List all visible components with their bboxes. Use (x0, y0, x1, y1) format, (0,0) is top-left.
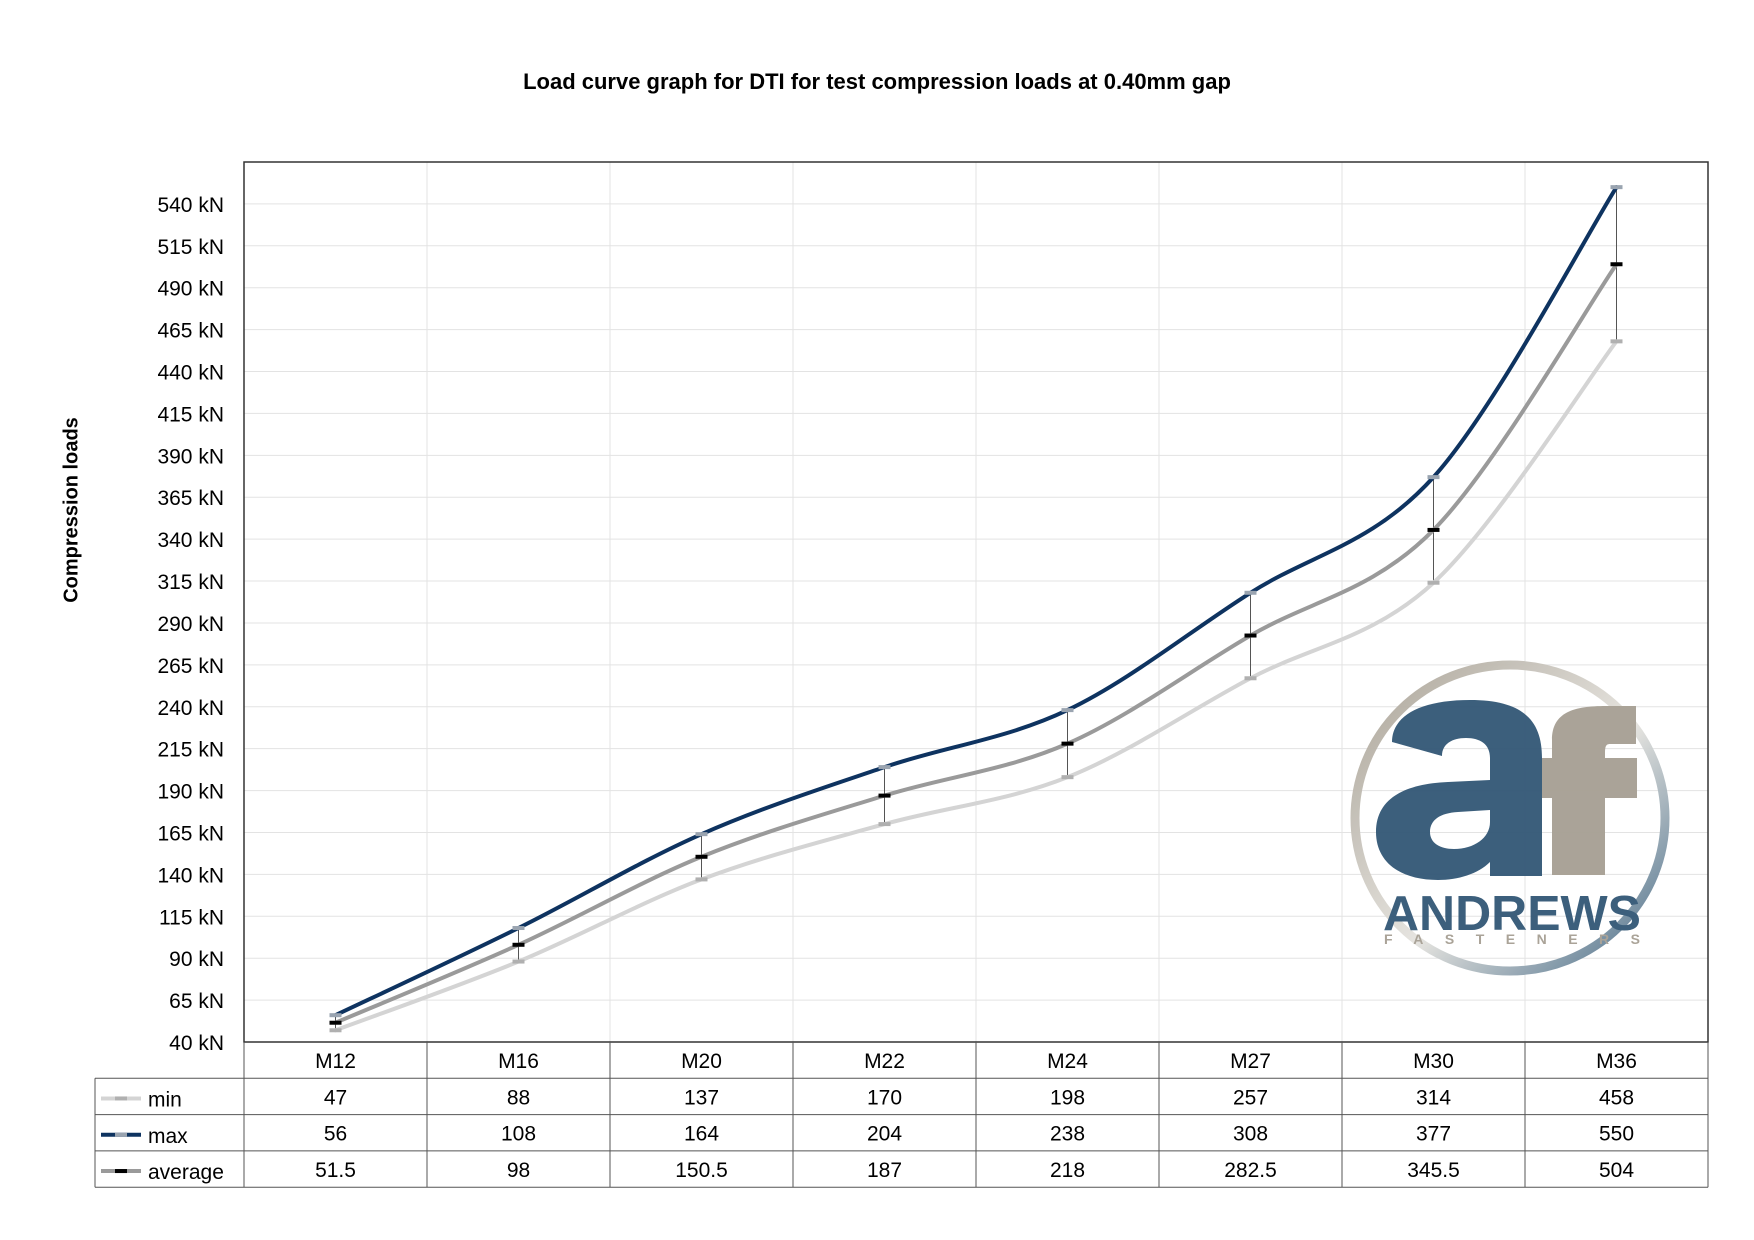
y-tick-label: 290 kN (157, 613, 224, 636)
x-category-label: M30 (1413, 1050, 1454, 1073)
logo-f-hook (1552, 706, 1636, 756)
logo-ring (1350, 660, 1670, 976)
y-tick-label: 315 kN (157, 571, 224, 594)
y-tick-label: 140 kN (157, 864, 224, 887)
x-category-label: M36 (1596, 1050, 1637, 1073)
x-category-label: M12 (315, 1050, 356, 1073)
series-markers (329, 185, 1623, 1033)
table-cell-value: 345.5 (1407, 1159, 1460, 1182)
table-cell-value: 164 (684, 1123, 719, 1146)
andrews-fasteners-logo: ANDREWS FASTENERS (1350, 660, 1670, 976)
x-category-label: M16 (498, 1050, 539, 1073)
y-tick-label: 390 kN (157, 445, 224, 468)
table-cell-value: 98 (507, 1159, 530, 1182)
table-cell-value: 504 (1599, 1159, 1634, 1182)
table-cell-value: 187 (867, 1159, 902, 1182)
logo-name: ANDREWS (1383, 887, 1641, 941)
y-tick-label: 440 kN (157, 362, 224, 385)
y-tick-label: 115 kN (159, 906, 224, 929)
table-cell-value: 47 (324, 1086, 347, 1109)
y-tick-label: 190 kN (157, 781, 224, 804)
y-tick-label: 240 kN (157, 697, 224, 720)
y-tick-labels: 40 kN 65 kN 90 kN 115 kN 140 kN 165 kN 190 kN 2… (157, 194, 224, 1055)
chart-title: Load curve graph for DTI for test compre… (523, 69, 1231, 94)
table-cell-value: 282.5 (1224, 1159, 1277, 1182)
y-tick-label: 415 kN (157, 403, 224, 426)
x-category-label: M24 (1047, 1050, 1088, 1073)
table-cell-value: 314 (1416, 1086, 1451, 1109)
table-cell-value: 137 (684, 1086, 719, 1109)
x-category-label: M22 (864, 1050, 905, 1073)
data-table: M12 M16 M20 M22 M24 M27 M30 M36 min 47 88 137 170 198… (94, 1042, 1709, 1188)
table-cell-value: 88 (507, 1086, 530, 1109)
y-tick-label: 465 kN (157, 320, 224, 343)
table-cell-value: 377 (1416, 1123, 1451, 1146)
table-cell-value: 550 (1599, 1123, 1634, 1146)
logo-subname: FASTENERS (1384, 931, 1640, 947)
table-cell-value: 238 (1050, 1123, 1085, 1146)
legend-entry-min: min (148, 1088, 182, 1111)
y-tick-label: 90 kN (169, 948, 224, 971)
y-tick-label: 340 kN (157, 529, 224, 552)
y-tick-label: 265 kN (157, 655, 224, 678)
y-tick-label: 490 kN (157, 278, 224, 301)
y-tick-label: 540 kN (157, 194, 224, 217)
table-cell-value: 51.5 (315, 1159, 356, 1182)
y-tick-label: 365 kN (157, 487, 224, 510)
x-category-label: M20 (681, 1050, 722, 1073)
y-tick-label: 65 kN (169, 990, 224, 1013)
table-cell-value: 56 (324, 1123, 347, 1146)
y-tick-label: 515 kN (157, 236, 224, 259)
y-tick-label: 215 kN (157, 739, 224, 762)
table-cell-value: 198 (1050, 1086, 1085, 1109)
legend-entry-average: average (148, 1161, 224, 1184)
x-category-label: M27 (1230, 1050, 1271, 1073)
legend-entry-max: max (148, 1125, 188, 1148)
logo-a (1376, 700, 1542, 880)
table-cell-value: 458 (1599, 1086, 1634, 1109)
y-tick-label: 165 kN (157, 822, 224, 845)
table-cell-value: 108 (501, 1123, 536, 1146)
table-cell-value: 218 (1050, 1159, 1085, 1182)
table-cell-value: 170 (867, 1086, 902, 1109)
table-cell-value: 150.5 (675, 1159, 728, 1182)
table-cell-value: 308 (1233, 1123, 1268, 1146)
table-cell-value: 257 (1233, 1086, 1268, 1109)
y-tick-label: 40 kN (169, 1032, 224, 1055)
table-cell-value: 204 (867, 1123, 902, 1146)
